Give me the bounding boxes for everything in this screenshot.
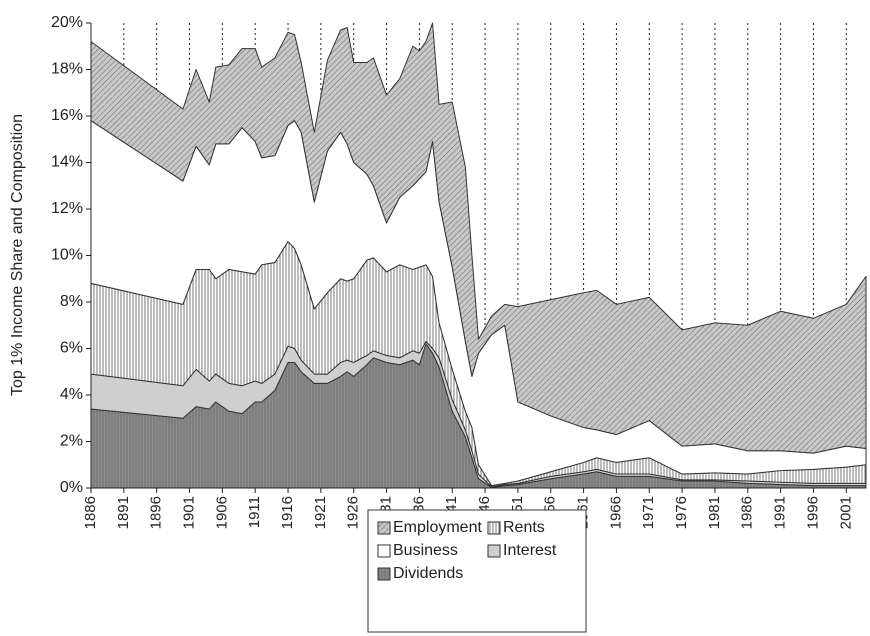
y-tick-label: 16% <box>51 107 83 124</box>
y-tick-label: 12% <box>51 200 83 217</box>
legend-label: Employment <box>393 519 482 536</box>
x-tick-label: 1966 <box>607 496 624 529</box>
legend-label: Interest <box>503 542 557 559</box>
legend-label: Dividends <box>393 565 463 582</box>
legend-box <box>367 509 587 633</box>
y-tick-label: 2% <box>60 433 83 450</box>
legend-label: Rents <box>503 519 545 536</box>
x-tick-label: 1986 <box>739 496 756 529</box>
y-tick-label: 20% <box>51 14 83 31</box>
x-tick-label: 1911 <box>246 496 263 528</box>
x-tick-label: 1886 <box>82 496 99 529</box>
y-axis-label: Top 1% Income Share and Composition <box>9 114 26 396</box>
y-tick-label: 4% <box>60 386 83 403</box>
x-tick-label: 1916 <box>279 496 296 529</box>
x-tick-label: 1976 <box>673 496 690 529</box>
y-tick-label: 18% <box>51 61 83 78</box>
y-tick-label: 14% <box>51 154 83 171</box>
x-tick-label: 1991 <box>772 496 789 529</box>
x-tick-label: 1971 <box>640 496 657 529</box>
x-tick-label: 1896 <box>148 496 165 529</box>
area <box>90 22 867 454</box>
x-tick-label: 2001 <box>837 496 854 529</box>
y-tick-label: 10% <box>51 247 83 264</box>
x-tick-label: 1891 <box>115 496 132 529</box>
x-tick-label: 1921 <box>312 496 329 529</box>
legend-swatch <box>377 544 391 558</box>
x-tick-label: 1906 <box>213 496 230 529</box>
legend-swatch <box>487 521 501 535</box>
legend-swatch <box>377 567 391 581</box>
legend-swatch <box>487 544 501 558</box>
x-tick-label: 1996 <box>804 496 821 529</box>
y-tick-label: 6% <box>60 340 83 357</box>
legend-swatch <box>377 521 391 535</box>
y-tick-label: 8% <box>60 293 83 310</box>
x-tick-label: 1901 <box>180 496 197 529</box>
y-tick-label: 0% <box>60 479 83 496</box>
x-tick-label: 1981 <box>706 496 723 529</box>
x-tick-label: 1926 <box>345 496 362 529</box>
legend-label: Business <box>393 542 458 559</box>
